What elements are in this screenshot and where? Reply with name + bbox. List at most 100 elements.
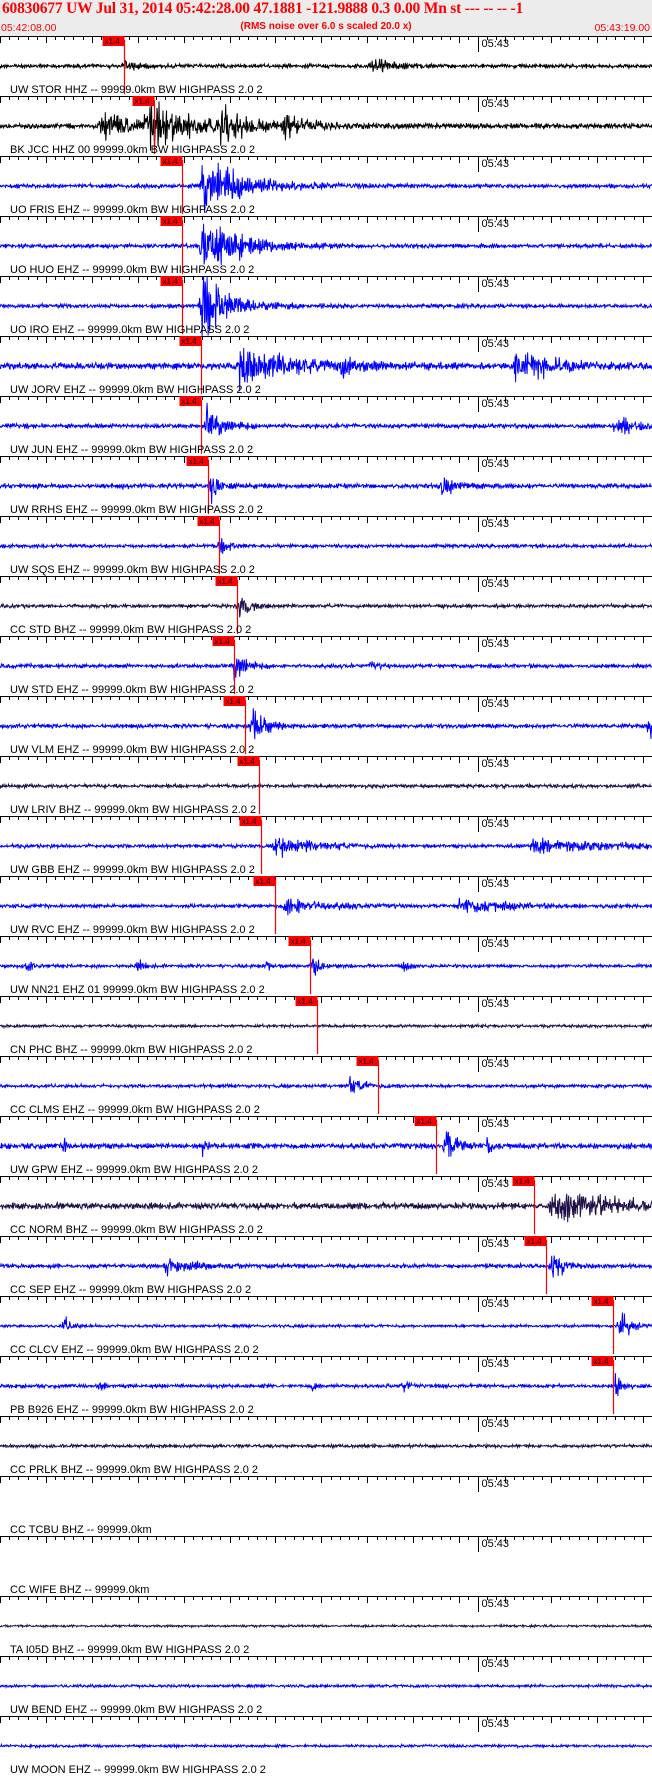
minute-marker-label: 05:43 <box>482 698 510 710</box>
pick-box <box>356 1056 379 1066</box>
waveform <box>0 1075 652 1093</box>
pick-box <box>295 996 318 1006</box>
minute-marker-label: 05:43 <box>482 1538 510 1550</box>
station-label: CC TCBU BHZ -- 99999.0km <box>10 1524 152 1536</box>
waveform <box>0 597 652 618</box>
pick-label: x1.4 <box>527 1237 543 1246</box>
pick-box <box>102 36 125 46</box>
pick-box <box>186 456 209 466</box>
minute-marker-label: 05:43 <box>482 338 510 350</box>
trace-row: 05:43 x1.4 UW SQS EHZ -- 99999.0km BW HIGH… <box>0 516 652 576</box>
pick-label: x1.4 <box>215 637 231 646</box>
pick-box <box>215 576 238 586</box>
pick-box <box>512 1176 535 1186</box>
station-label: UW BEND EHZ -- 99999.0km BW HIGHPASS 2.0… <box>10 1704 262 1716</box>
minute-marker-label: 05:43 <box>482 578 510 590</box>
minute-marker-label: 05:43 <box>482 1718 510 1730</box>
station-label: CN PHC BHZ -- 99999.0km BW HIGHPASS 2.0 … <box>10 1044 252 1056</box>
pick-label: x1.4 <box>135 97 151 106</box>
pick-label: x1.4 <box>182 337 198 346</box>
trace-row: 05:43 x1.4 UW VLM EHZ -- 99999.0km BW HIGH… <box>0 696 652 756</box>
trace-row: 05:43 x1.4 UO FRIS EHZ -- 99999.0km BW HIG… <box>0 156 652 216</box>
station-label: CC CLMS EHZ -- 99999.0km BW HIGHPASS 2.0… <box>10 1104 260 1116</box>
pick-box <box>179 396 202 406</box>
pick-label: x1.4 <box>105 37 121 46</box>
minute-marker-label: 05:43 <box>482 1298 510 1310</box>
station-label: UW VLM EHZ -- 99999.0km BW HIGHPASS 2.0 … <box>10 744 254 756</box>
waveform <box>0 1312 652 1336</box>
trace-row: 05:43 x1.4 UW GPW EHZ -- 99999.0km BW HIGH… <box>0 1116 652 1176</box>
minute-marker-label: 05:43 <box>482 218 510 230</box>
station-label: CC WIFE BHZ -- 99999.0km <box>10 1584 149 1596</box>
trace-row: 05:43 UW BEND EHZ -- 99999.0km BW HIGHPAS… <box>0 1656 652 1716</box>
station-label: CC SEP EHZ -- 99999.0km BW HIGHPASS 2.0 … <box>10 1284 251 1296</box>
station-label: UO FRIS EHZ -- 99999.0km BW HIGHPASS 2.0… <box>10 204 255 216</box>
minute-marker-label: 05:43 <box>482 518 510 530</box>
minute-marker-label: 05:43 <box>482 38 510 50</box>
pick-label: x1.4 <box>515 1177 531 1186</box>
station-label: UW MOON EHZ -- 99999.0km BW HIGHPASS 2.0… <box>10 1764 266 1776</box>
trace-row: 05:43 x1.4 UW JORV EHZ -- 99999.0km BW HIG… <box>0 336 652 396</box>
trace-row: 05:43 x1.4 UW LRIV BHZ -- 99999.0km BW HIG… <box>0 756 652 816</box>
pick-label: x1.4 <box>182 397 198 406</box>
pick-label: x1.4 <box>200 517 216 526</box>
station-label: UW RVC EHZ -- 99999.0km BW HIGHPASS 2.0 … <box>10 924 255 936</box>
minute-marker-label: 05:43 <box>482 1178 510 1190</box>
pick-label: x1.4 <box>218 577 234 586</box>
minute-marker-label: 05:43 <box>482 1238 510 1250</box>
station-label: UW JUN EHZ -- 99999.0km BW HIGHPASS 2.0 … <box>10 444 253 456</box>
event-title: 60830677 UW Jul 31, 2014 05:42:28.00 47.… <box>2 0 524 17</box>
trace-row: 05:43 x1.4 UW STD EHZ -- 99999.0km BW HIGH… <box>0 636 652 696</box>
trace-row: 05:43 x1.4 UW JUN EHZ -- 99999.0km BW HIGH… <box>0 396 652 456</box>
pick-label: x1.4 <box>226 697 242 706</box>
waveform <box>0 1682 652 1690</box>
waveform <box>0 1022 652 1030</box>
pick-box <box>132 96 155 106</box>
pick-box <box>414 1116 437 1126</box>
pick-box <box>212 636 235 646</box>
waveform <box>0 402 652 436</box>
trace-row: 05:43 x1.4 UW RVC EHZ -- 99999.0km BW HIGH… <box>0 876 652 936</box>
station-label: UW STD EHZ -- 99999.0km BW HIGHPASS 2.0 … <box>10 684 254 696</box>
waveform <box>0 101 652 151</box>
minute-marker-label: 05:43 <box>482 938 510 950</box>
trace-row: 05:43 TA I05D BHZ -- 99999.0km BW HIGHPAS… <box>0 1596 652 1656</box>
waveform <box>0 162 652 213</box>
station-label: UO HUO EHZ -- 99999.0km BW HIGHPASS 2.0 … <box>10 264 254 276</box>
station-label: UW GBB EHZ -- 99999.0km BW HIGHPASS 2.0 … <box>10 864 255 876</box>
waveform <box>0 1255 652 1278</box>
waveform <box>0 658 652 682</box>
waveform <box>0 1131 652 1158</box>
waveform <box>0 1373 652 1396</box>
waveform <box>0 1623 652 1629</box>
station-label: CC NORM BHZ -- 99999.0km BW HIGHPASS 2.0… <box>10 1224 263 1236</box>
waveform <box>0 477 652 504</box>
pick-box <box>179 336 202 346</box>
minute-marker-label: 05:43 <box>482 1418 510 1430</box>
trace-row: 05:43 x1.4 BK JCC HHZ 00 99999.0km BW HIGH… <box>0 96 652 156</box>
minute-marker-label: 05:43 <box>482 1118 510 1130</box>
minute-marker-label: 05:43 <box>482 398 510 410</box>
waveform <box>0 897 652 916</box>
trace-row: 05:43 x1.4 UW RRHS EHZ -- 99999.0km BW HIG… <box>0 456 652 516</box>
pick-label: x1.4 <box>298 997 314 1006</box>
pick-box <box>288 936 311 946</box>
trace-row: 05:43 x1.4 UO IRO EHZ -- 99999.0km BW HIGH… <box>0 275 652 337</box>
pick-box <box>239 816 262 826</box>
minute-marker-label: 05:43 <box>482 998 510 1010</box>
pick-box <box>197 516 220 526</box>
waveform <box>0 275 652 337</box>
trace-row: 05:43 x1.4 CC CLCV EHZ -- 99999.0km BW HIG… <box>0 1296 652 1356</box>
minute-marker-label: 05:43 <box>482 158 510 170</box>
pick-box <box>591 1296 614 1306</box>
minute-marker-label: 05:43 <box>482 98 510 110</box>
pick-label: x1.4 <box>359 1057 375 1066</box>
pick-label: x1.4 <box>163 217 179 226</box>
trace-row: 05:43 x1.4 CC STD BHZ -- 99999.0km BW HIGH… <box>0 576 652 636</box>
trace-row: 05:43 x1.4 UW STOR HHZ -- 99999.0km BW HIG… <box>0 36 652 96</box>
pick-box <box>160 216 183 226</box>
waveform <box>0 1742 652 1750</box>
minute-marker-label: 05:43 <box>482 1358 510 1370</box>
pick-label: x1.4 <box>163 277 179 286</box>
